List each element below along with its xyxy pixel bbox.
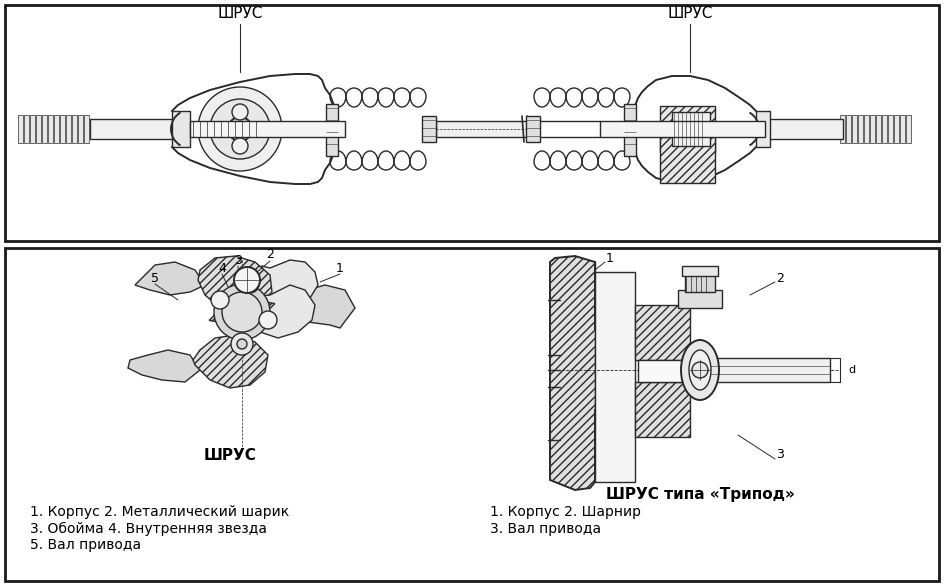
Bar [689,358,829,382]
Bar [172,111,190,147]
Bar [839,115,844,143]
Bar [637,360,687,382]
Circle shape [259,311,277,329]
Bar [36,115,41,143]
Text: 2: 2 [266,248,274,261]
Bar [18,115,23,143]
Text: 4: 4 [218,261,226,274]
Circle shape [222,292,261,332]
Circle shape [228,117,252,141]
Bar [24,115,29,143]
Text: ШРУС: ШРУС [666,6,712,22]
Bar [899,115,904,143]
Circle shape [210,99,270,159]
Bar [881,115,886,143]
Bar [684,274,715,292]
Polygon shape [135,262,205,295]
Bar [893,115,898,143]
Circle shape [230,333,253,355]
Bar [869,115,874,143]
Bar [48,115,53,143]
Bar [66,115,71,143]
Bar [659,137,715,183]
Bar [59,115,65,143]
Bar [595,272,634,482]
Text: 1: 1 [336,261,344,274]
Circle shape [232,104,247,120]
Polygon shape [209,288,275,336]
Text: ШРУС: ШРУС [203,448,256,462]
Text: ШРУС: ШРУС [217,6,262,22]
Bar [863,115,868,143]
Bar [765,119,842,139]
Ellipse shape [681,340,718,400]
Bar [634,382,689,437]
Polygon shape [247,260,318,312]
Polygon shape [549,256,604,490]
Bar [682,266,717,276]
Circle shape [213,284,270,340]
Bar [54,115,59,143]
Bar [857,115,862,143]
Bar [78,115,83,143]
Circle shape [237,339,246,349]
Bar [190,121,345,137]
Bar [659,106,715,152]
Bar [905,115,910,143]
Text: 2: 2 [775,271,784,284]
Bar [677,290,721,308]
Bar [671,112,709,146]
Polygon shape [247,285,314,338]
Text: 3: 3 [234,254,242,267]
Bar [887,115,892,143]
Circle shape [234,267,260,293]
Ellipse shape [688,350,710,390]
Polygon shape [193,335,268,388]
Bar [5,5,938,241]
Text: 1. Корпус 2. Шарнир: 1. Корпус 2. Шарнир [490,505,640,519]
Circle shape [691,362,707,378]
Text: 3: 3 [775,448,784,462]
Text: 1. Корпус 2. Металлический шарик: 1. Корпус 2. Металлический шарик [30,505,289,519]
Text: 1: 1 [605,251,614,264]
Bar [875,115,880,143]
Circle shape [232,138,247,154]
Bar [72,115,76,143]
Bar [42,115,47,143]
Bar [326,104,338,156]
Bar [435,121,528,137]
Text: 3. Обойма 4. Внутренняя звезда: 3. Обойма 4. Внутренняя звезда [30,522,267,536]
Text: 5. Вал привода: 5. Вал привода [30,538,141,552]
Circle shape [241,275,259,293]
Bar [84,115,89,143]
Bar [422,116,435,142]
Polygon shape [272,285,355,328]
Bar [599,121,765,137]
Bar [845,115,851,143]
Text: ШРУС типа «Трипод»: ШРУС типа «Трипод» [605,488,794,503]
Circle shape [211,291,228,309]
Bar [623,104,635,156]
Polygon shape [198,256,272,312]
Bar [90,119,175,139]
Text: d: d [847,365,854,375]
Bar [634,305,689,360]
Bar [851,115,856,143]
Bar [755,111,769,147]
Bar [30,115,35,143]
Text: 5: 5 [151,271,159,284]
Polygon shape [127,350,200,382]
Bar [526,116,539,142]
Circle shape [198,87,281,171]
Text: 3. Вал привода: 3. Вал привода [490,522,600,536]
Bar [5,248,938,581]
